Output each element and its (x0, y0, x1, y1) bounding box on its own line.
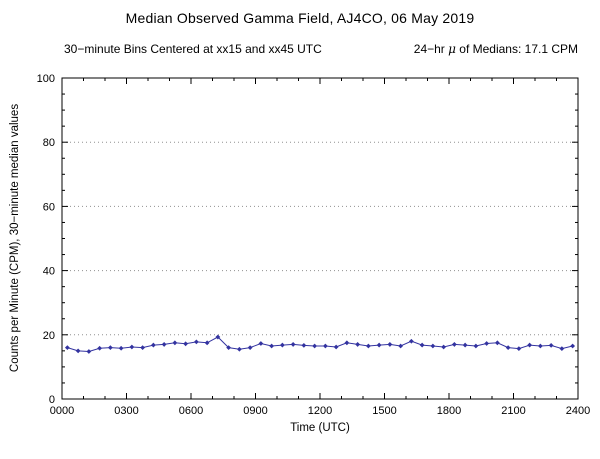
data-point-marker (150, 342, 156, 348)
y-tick-label: 40 (43, 266, 55, 278)
data-point-marker (107, 345, 113, 351)
data-point-marker (333, 344, 339, 350)
mu-symbol: μ (448, 42, 456, 56)
data-point-marker (322, 343, 328, 349)
data-point-marker (118, 345, 124, 351)
x-tick-label: 0000 (50, 405, 74, 417)
data-point-marker (86, 349, 92, 354)
data-point-marker (258, 341, 264, 346)
y-tick-label: 20 (43, 330, 55, 342)
data-point-marker (473, 343, 479, 349)
plot-frame (61, 77, 579, 400)
data-point-marker (161, 342, 167, 347)
data-point-marker (75, 348, 81, 354)
data-point-marker (548, 342, 554, 348)
data-point-marker (236, 346, 242, 352)
data-point-marker (494, 340, 500, 346)
data-point-marker (387, 342, 393, 347)
data-point-marker (301, 342, 307, 348)
x-axis-title: Time (UTC) (290, 422, 350, 434)
data-point-marker (140, 345, 146, 351)
data-point-marker (570, 343, 576, 349)
data-point-marker (64, 345, 70, 351)
x-tick-label: 1800 (437, 405, 461, 417)
x-tick-label: 1500 (372, 405, 396, 417)
chart-title: Median Observed Gamma Field, AJ4CO, 06 M… (125, 10, 475, 26)
y-tick-label: 100 (37, 73, 55, 85)
data-point-marker (451, 342, 457, 347)
data-point-marker (527, 342, 533, 348)
mean-note-prefix: 24−hr (413, 42, 449, 56)
x-tick-label: 0900 (243, 405, 267, 417)
data-point-marker (398, 343, 404, 349)
data-point-marker (290, 342, 296, 347)
data-point-marker (505, 345, 511, 351)
y-tick-label: 0 (49, 394, 55, 406)
mean-note-suffix: of Medians: 17.1 CPM (455, 42, 578, 56)
data-point-marker (204, 340, 210, 346)
x-tick-label: 0300 (114, 405, 138, 417)
data-point-marker (365, 343, 371, 349)
chart-subtitle: 30−minute Bins Centered at xx15 and xx45… (0, 42, 600, 56)
data-point-marker (172, 340, 178, 346)
data-point-marker (226, 345, 232, 351)
data-point-marker (193, 339, 199, 345)
data-point-marker (537, 343, 543, 349)
data-point-marker (419, 342, 425, 348)
data-point-marker (430, 343, 436, 349)
subtitle-mean-note: 24−hr μ of Medians: 17.1 CPM (414, 42, 578, 56)
data-point-marker (376, 342, 382, 348)
data-point-marker (408, 338, 414, 344)
data-point-marker (516, 346, 522, 352)
data-point-marker (559, 346, 565, 352)
data-point-marker (279, 342, 285, 348)
data-point-marker (462, 342, 468, 348)
data-point-marker (312, 343, 318, 349)
data-point-marker (344, 340, 350, 346)
data-point-marker (97, 345, 103, 351)
x-tick-label: 2100 (501, 405, 525, 417)
x-tick-label: 0600 (179, 405, 203, 417)
y-tick-label: 80 (43, 137, 55, 149)
y-tick-label: 60 (43, 201, 55, 213)
subtitle-bins-note: 30−minute Bins Centered at xx15 and xx45… (64, 42, 322, 56)
data-point-marker (129, 344, 135, 350)
data-point-marker (183, 341, 189, 347)
data-point-marker (484, 341, 490, 346)
data-point-marker (247, 345, 253, 351)
data-point-marker (355, 342, 361, 347)
data-point-marker (269, 343, 275, 349)
data-point-marker (441, 344, 447, 350)
data-point-marker (215, 334, 221, 340)
x-tick-label: 1200 (308, 405, 332, 417)
x-tick-label: 2400 (566, 405, 590, 417)
